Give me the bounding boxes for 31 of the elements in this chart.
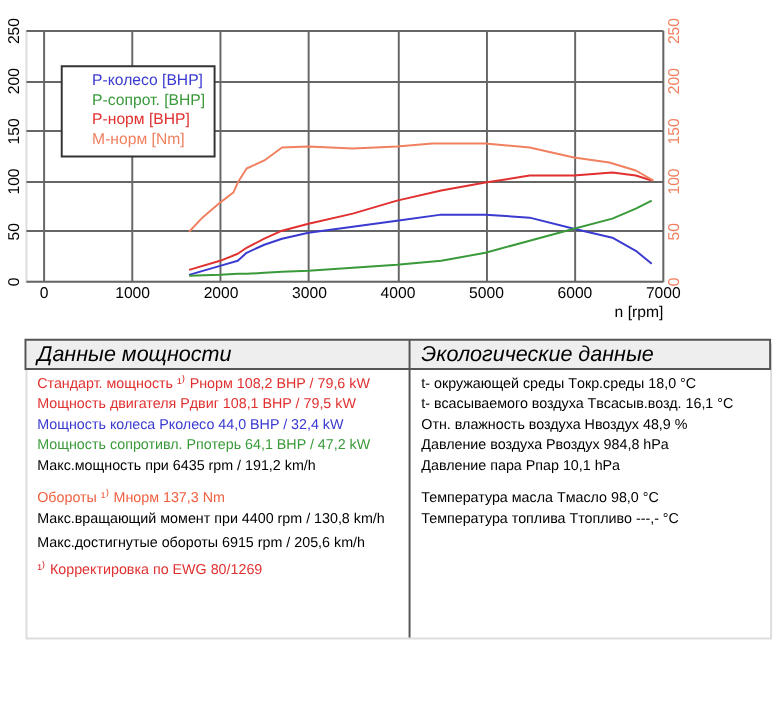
text: M-норм [Nm] [92, 129, 185, 148]
y2-tick-label: 200 [665, 66, 683, 95]
text: P-норм [BHP] [92, 110, 190, 129]
x-tick-label: 2000 [203, 283, 240, 302]
y-tick-label: 50 [4, 221, 23, 241]
y2-tick-label: 150 [665, 117, 683, 145]
x-tick-label: 7000 [645, 283, 683, 302]
y2-tick-label: 250 [665, 16, 683, 45]
y-tick-label: 0 [4, 276, 23, 287]
y2-tick-label: 50 [665, 221, 683, 241]
line-series [188, 199, 653, 277]
y-tick-label: 100 [4, 167, 23, 195]
line-series [188, 213, 653, 276]
y-tick-label: 200 [4, 66, 23, 95]
x-tick-label: 4000 [380, 283, 417, 302]
x-tick-label: 3000 [292, 283, 329, 302]
x-tick-label: 6000 [557, 283, 594, 302]
y-tick-label: 150 [4, 117, 23, 145]
y2-tick-label: 0 [665, 276, 683, 287]
text: Данные мощности [35, 343, 232, 368]
x-tick-label: 5000 [468, 283, 506, 302]
text: P-сопрот. [BHP] [92, 90, 206, 109]
x-tick-label: 0 [39, 283, 50, 302]
text: Экологические данные [421, 343, 654, 368]
x-tick-label: 1000 [115, 283, 152, 302]
text: P-колесо [BHP] [92, 70, 203, 89]
line-series [188, 142, 655, 233]
y-tick-label: 250 [4, 16, 23, 45]
x-axis-title: n [rpm] [614, 303, 664, 322]
y2-tick-label: 100 [665, 167, 683, 195]
line-series [188, 171, 653, 271]
